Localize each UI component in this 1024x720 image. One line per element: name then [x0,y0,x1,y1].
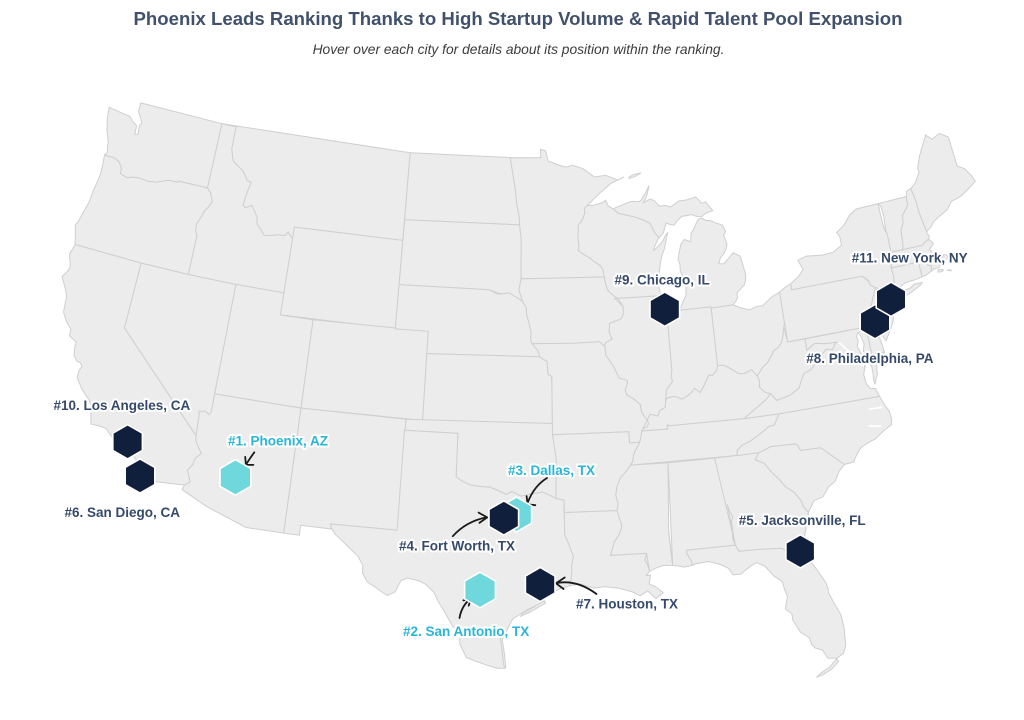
svg-text:#3. Dallas, TX: #3. Dallas, TX [508,463,595,478]
svg-text:#10. Los Angeles, CA: #10. Los Angeles, CA [54,398,191,413]
svg-text:#2. San Antonio, TX: #2. San Antonio, TX [403,624,529,639]
svg-text:#8. Philadelphia, PA: #8. Philadelphia, PA [806,351,934,366]
svg-text:#5. Jacksonville, FL: #5. Jacksonville, FL [739,513,866,528]
svg-text:#1. Phoenix, AZ: #1. Phoenix, AZ [228,434,328,449]
svg-text:#11. New York, NY: #11. New York, NY [852,250,968,265]
svg-text:#9. Chicago, IL: #9. Chicago, IL [615,273,710,288]
svg-text:#6. San Diego, CA: #6. San Diego, CA [65,505,181,520]
svg-text:#4. Fort Worth, TX: #4. Fort Worth, TX [399,539,515,554]
svg-text:#7. Houston, TX: #7. Houston, TX [576,597,678,612]
